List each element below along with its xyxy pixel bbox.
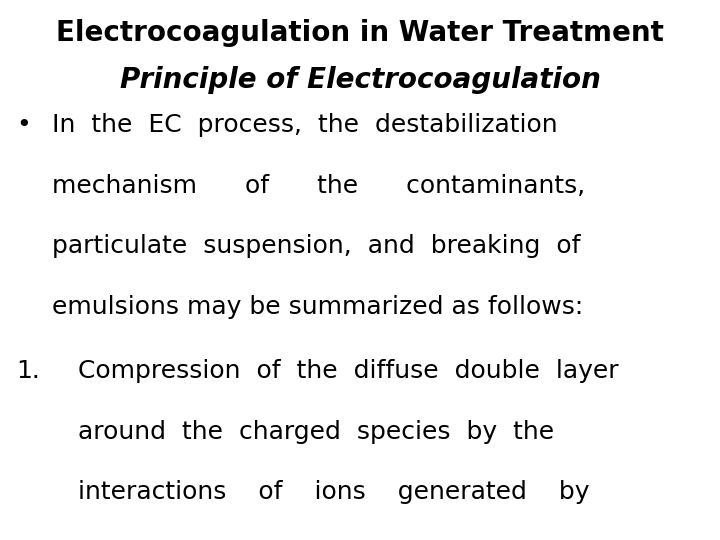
Text: mechanism      of      the      contaminants,: mechanism of the contaminants,: [52, 174, 585, 198]
Text: Electrocoagulation in Water Treatment: Electrocoagulation in Water Treatment: [56, 19, 664, 47]
Text: around  the  charged  species  by  the: around the charged species by the: [78, 420, 554, 443]
Text: •: •: [16, 113, 30, 137]
Text: 1.: 1.: [16, 359, 40, 383]
Text: Principle of Electrocoagulation: Principle of Electrocoagulation: [120, 66, 600, 94]
Text: emulsions may be summarized as follows:: emulsions may be summarized as follows:: [52, 295, 583, 319]
Text: particulate  suspension,  and  breaking  of: particulate suspension, and breaking of: [52, 234, 580, 258]
Text: Compression  of  the  diffuse  double  layer: Compression of the diffuse double layer: [78, 359, 618, 383]
Text: In  the  EC  process,  the  destabilization: In the EC process, the destabilization: [52, 113, 557, 137]
Text: interactions    of    ions    generated    by: interactions of ions generated by: [78, 480, 589, 504]
